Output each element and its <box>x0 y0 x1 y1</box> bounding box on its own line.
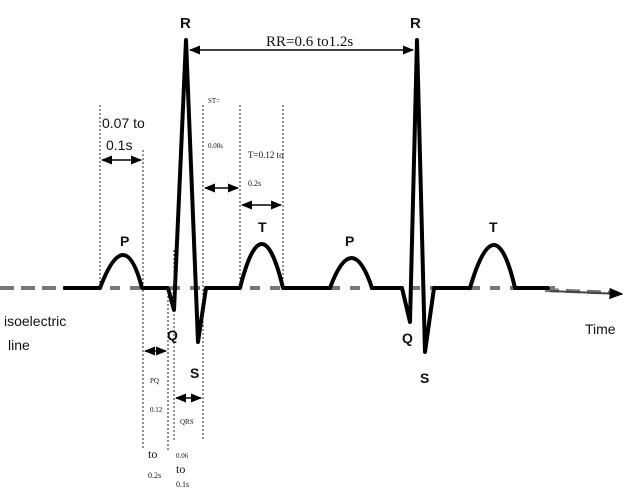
wave-label-r2: R <box>410 15 421 32</box>
pq-label-line3: to <box>148 447 157 461</box>
wave-label-q1: Q <box>167 327 178 343</box>
interval-guides <box>99 105 284 450</box>
wave-label-s2: S <box>420 370 429 386</box>
wave-label-s1: S <box>190 365 199 381</box>
pq-label-line4: 0.2s <box>148 471 161 480</box>
wave-label-p1: P <box>120 233 129 249</box>
qrs-label-line1: QRS <box>180 418 194 426</box>
ecg-trace <box>63 38 550 354</box>
qrs-label-line2: 0.06 <box>176 452 189 460</box>
wave-label-p2: P <box>345 233 354 249</box>
p-duration-label-line2: 0.1s <box>106 137 132 153</box>
st-label-line2: 0.08s <box>208 142 223 150</box>
wave-label-r1: R <box>180 15 191 32</box>
wave-label-t1: T <box>258 219 267 235</box>
qrs-label-line4: 0.1s <box>176 480 189 489</box>
qrs-label-line3: to <box>176 462 185 476</box>
st-label-line1: ST= <box>208 97 220 105</box>
time-label: Time <box>585 321 616 337</box>
t-duration-label-line2: 0.2s <box>248 179 261 188</box>
pq-label-line1: PQ <box>150 377 159 385</box>
isoelectric-label-line1: isoelectric <box>4 313 66 329</box>
isoelectric-label-line2: line <box>8 337 30 353</box>
p-duration-label-line1: 0.07 to <box>102 115 145 131</box>
wave-label-q2: Q <box>402 330 413 346</box>
rr-label: RR=0.6 to1.2s <box>266 34 353 50</box>
pq-label-line2: 0.12 <box>150 406 163 414</box>
wave-label-t2: T <box>489 219 498 235</box>
t-duration-label-line1: T=0.12 to <box>248 150 284 160</box>
time-axis-arrow <box>549 287 624 300</box>
